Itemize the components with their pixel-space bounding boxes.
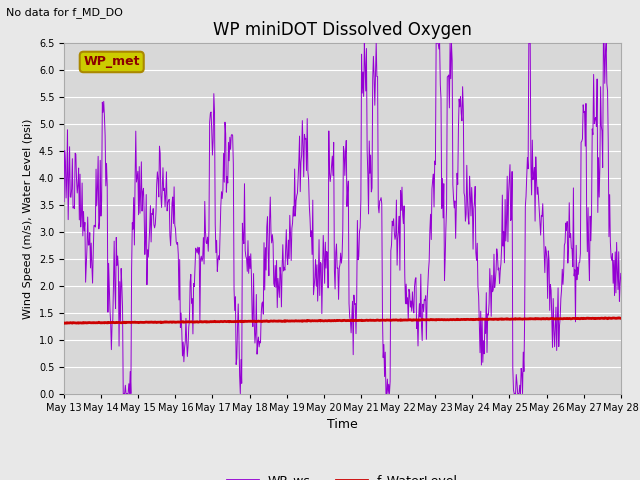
Legend: WP_ws, f_WaterLevel: WP_ws, f_WaterLevel bbox=[221, 469, 463, 480]
Text: No data for f_MD_DO: No data for f_MD_DO bbox=[6, 7, 124, 18]
Y-axis label: Wind Speed (m/s), Water Level (psi): Wind Speed (m/s), Water Level (psi) bbox=[23, 118, 33, 319]
Text: WP_met: WP_met bbox=[83, 56, 140, 69]
Title: WP miniDOT Dissolved Oxygen: WP miniDOT Dissolved Oxygen bbox=[213, 21, 472, 39]
X-axis label: Time: Time bbox=[327, 418, 358, 431]
